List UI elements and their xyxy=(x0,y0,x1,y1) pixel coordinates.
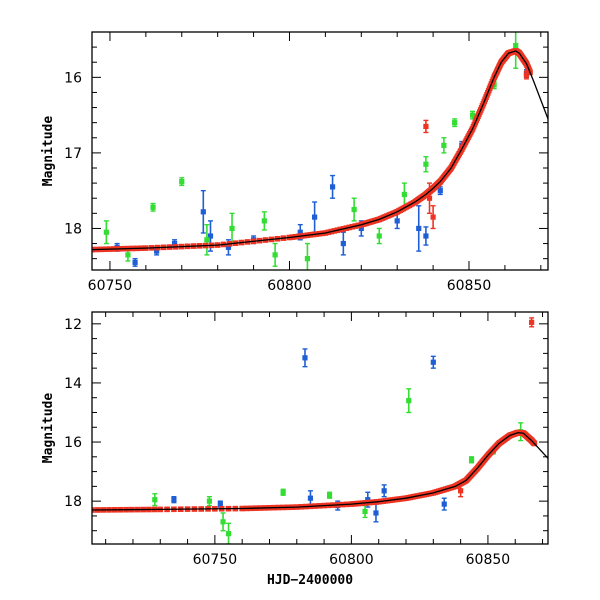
data-point xyxy=(152,497,158,503)
data-point xyxy=(206,498,213,504)
y-tick-label: 14 xyxy=(64,376,82,392)
x-tick-label: 60800 xyxy=(267,278,312,294)
data-point xyxy=(171,240,178,247)
data-point xyxy=(272,252,278,258)
data-point xyxy=(229,225,235,232)
y-axis-label: Magnitude xyxy=(41,116,56,187)
data-point xyxy=(132,259,138,266)
axes-frame xyxy=(91,311,549,545)
data-point xyxy=(423,123,429,130)
data-point xyxy=(430,214,436,220)
panel-2: 60750 60800 60850 12 14 16 18 Magnitude HJD−2400… xyxy=(41,311,549,588)
data-point xyxy=(523,72,530,78)
data-point xyxy=(381,488,387,494)
data-point xyxy=(469,112,476,118)
data-point xyxy=(154,248,160,254)
series-red xyxy=(458,317,535,498)
data-point xyxy=(401,191,407,198)
data-point xyxy=(441,142,447,148)
data-point xyxy=(103,229,109,235)
model-curve xyxy=(92,50,548,251)
y-tick-label: 12 xyxy=(64,317,82,333)
x-tick-label: 60750 xyxy=(88,278,133,294)
data-point xyxy=(441,501,447,507)
data-point xyxy=(426,195,433,201)
data-point xyxy=(280,489,286,495)
series-blue xyxy=(114,69,530,267)
x-tick-label: 60850 xyxy=(466,552,511,568)
data-point xyxy=(220,519,226,525)
data-point xyxy=(207,233,214,239)
data-point xyxy=(302,355,308,361)
data-point xyxy=(179,179,185,185)
data-point xyxy=(513,43,519,49)
data-point xyxy=(171,497,177,503)
data-point xyxy=(261,218,267,224)
x-tick-label: 60800 xyxy=(329,552,374,568)
x-tick-label: 60850 xyxy=(447,278,492,294)
data-point xyxy=(452,120,458,126)
x-tick-label: 60750 xyxy=(193,552,238,568)
data-point xyxy=(376,233,382,239)
data-point xyxy=(362,508,368,515)
data-point xyxy=(150,204,156,210)
data-point xyxy=(312,214,318,220)
data-point xyxy=(225,531,232,537)
data-point xyxy=(365,497,371,503)
data-point xyxy=(373,510,379,516)
data-point xyxy=(529,319,535,325)
y-tick-label: 16 xyxy=(64,435,82,451)
data-point xyxy=(416,225,422,232)
data-point xyxy=(423,233,429,239)
data-point xyxy=(217,501,223,507)
data-point xyxy=(458,488,464,494)
model-curve xyxy=(92,431,548,511)
y-tick-label: 18 xyxy=(64,221,82,237)
data-point xyxy=(394,218,400,224)
data-point xyxy=(304,256,311,262)
data-point xyxy=(437,188,443,194)
data-point xyxy=(468,457,475,463)
series-blue xyxy=(171,348,535,523)
x-axis-label: HJD−2400000 xyxy=(267,573,353,588)
data-point xyxy=(307,495,314,501)
data-point xyxy=(125,252,131,258)
data-point xyxy=(430,359,436,365)
panel-1: 60750 60800 60850 16 17 18 Magnitude xyxy=(41,31,549,294)
data-point xyxy=(423,161,429,167)
y-tick-label: 17 xyxy=(64,146,82,162)
y-axis-label: Magnitude xyxy=(41,393,56,464)
y-tick-label: 16 xyxy=(64,70,82,86)
plot-area xyxy=(92,317,548,544)
data-point xyxy=(225,244,232,250)
data-point xyxy=(329,184,336,190)
y-tick-label: 18 xyxy=(64,494,82,510)
data-point xyxy=(406,398,412,404)
plot-area xyxy=(92,32,548,270)
data-point xyxy=(297,229,303,235)
data-point xyxy=(200,209,206,215)
series-red xyxy=(423,70,530,230)
data-point xyxy=(358,225,364,232)
axes-frame xyxy=(91,31,549,271)
data-point xyxy=(326,492,333,498)
data-point xyxy=(351,206,357,213)
data-point xyxy=(340,240,346,247)
series-green xyxy=(152,388,524,544)
series-red-dense xyxy=(92,48,533,253)
data-point xyxy=(204,237,210,243)
